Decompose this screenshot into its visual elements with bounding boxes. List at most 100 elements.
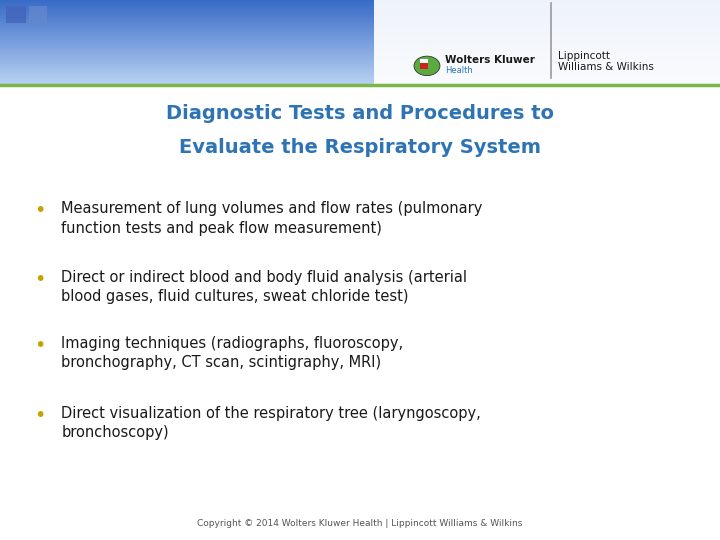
Bar [0, 15, 720, 16]
Bar [0, 82, 720, 83]
Bar [0, 31, 720, 32]
Bar [0, 32, 720, 33]
Bar [0, 47, 720, 48]
Bar [0, 44, 720, 45]
Text: Direct visualization of the respiratory tree (laryngoscopy,
bronchoscopy): Direct visualization of the respiratory … [61, 406, 481, 440]
Bar [0, 64, 720, 65]
Bar [0, 77, 720, 78]
Text: •: • [34, 270, 45, 289]
Bar [0, 28, 720, 29]
Bar [0, 55, 720, 56]
Bar [0, 48, 720, 49]
Bar [0, 38, 720, 39]
Bar [0, 6, 720, 8]
Text: Wolters Kluwer: Wolters Kluwer [445, 55, 535, 65]
Bar [420, 63, 428, 69]
Bar [0, 59, 720, 60]
Bar [0, 65, 720, 66]
Bar [0, 5, 720, 6]
Bar [0, 35, 720, 36]
Bar [0, 2, 720, 3]
Bar [0, 24, 720, 25]
Bar [6, 6, 26, 23]
Text: Measurement of lung volumes and flow rates (pulmonary
function tests and peak fl: Measurement of lung volumes and flow rat… [61, 201, 482, 235]
Text: Direct or indirect blood and body fluid analysis (arterial
blood gases, fluid cu: Direct or indirect blood and body fluid … [61, 270, 467, 304]
Bar [0, 39, 720, 40]
Bar [0, 41, 720, 42]
Bar [374, 0, 720, 84]
Bar [0, 62, 720, 63]
Bar [29, 6, 47, 23]
Text: Williams & Wilkins: Williams & Wilkins [558, 63, 654, 72]
Text: Imaging techniques (radiographs, fluoroscopy,
bronchography, CT scan, scintigrap: Imaging techniques (radiographs, fluoros… [61, 336, 403, 370]
Bar [0, 76, 720, 77]
Bar [0, 49, 720, 50]
Bar [0, 45, 720, 46]
Bar [0, 66, 720, 67]
Bar [0, 16, 720, 17]
Text: Diagnostic Tests and Procedures to: Diagnostic Tests and Procedures to [166, 104, 554, 123]
Bar [0, 17, 720, 18]
Bar [0, 12, 720, 14]
Bar [0, 43, 720, 44]
Bar [0, 63, 720, 64]
Text: Evaluate the Respiratory System: Evaluate the Respiratory System [179, 138, 541, 157]
Text: Lippincott: Lippincott [558, 51, 610, 61]
Bar [0, 14, 720, 15]
Bar [0, 22, 720, 23]
Bar [0, 67, 720, 68]
Bar [0, 69, 720, 70]
Bar [0, 75, 720, 76]
Bar [0, 58, 720, 59]
Bar [0, 36, 720, 37]
Bar [0, 21, 720, 22]
Bar [0, 40, 720, 41]
Bar [0, 4, 720, 5]
Bar [0, 33, 720, 35]
Bar [0, 8, 720, 9]
Bar [0, 72, 720, 73]
Bar [0, 11, 720, 12]
Bar [0, 1, 720, 2]
Bar [0, 50, 720, 51]
Bar [0, 53, 720, 55]
Text: •: • [34, 406, 45, 425]
Circle shape [414, 56, 440, 76]
Bar [0, 73, 720, 75]
Bar [0, 10, 720, 11]
Bar [0, 20, 720, 21]
Text: •: • [34, 336, 45, 355]
Bar [0, 60, 720, 62]
Bar [0, 37, 720, 38]
Bar [0, 27, 720, 28]
Bar [0, 75, 720, 76]
Bar [0, 71, 720, 72]
Bar [0, 0, 720, 1]
Bar [0, 29, 720, 30]
Bar [0, 26, 720, 27]
Bar [0, 58, 720, 59]
Bar [0, 68, 720, 69]
Bar [0, 9, 720, 10]
Bar [0, 83, 720, 84]
Bar [0, 42, 720, 43]
Bar [0, 18, 720, 19]
Bar [0, 3, 720, 4]
Bar [0, 30, 720, 31]
Bar [0, 79, 720, 80]
Bar [0, 70, 720, 71]
Bar [420, 59, 428, 63]
Bar [0, 78, 720, 79]
Text: Copyright © 2014 Wolters Kluwer Health | Lippincott Williams & Wilkins: Copyright © 2014 Wolters Kluwer Health |… [197, 519, 523, 528]
Bar [0, 23, 720, 24]
Bar [0, 46, 720, 47]
Text: Health: Health [445, 66, 473, 75]
Bar [0, 51, 720, 52]
Bar [0, 56, 720, 57]
Bar [0, 57, 720, 58]
Text: •: • [34, 201, 45, 220]
Bar [0, 80, 720, 82]
Bar [0, 19, 720, 20]
Bar [0, 52, 720, 53]
Bar [0, 25, 720, 26]
